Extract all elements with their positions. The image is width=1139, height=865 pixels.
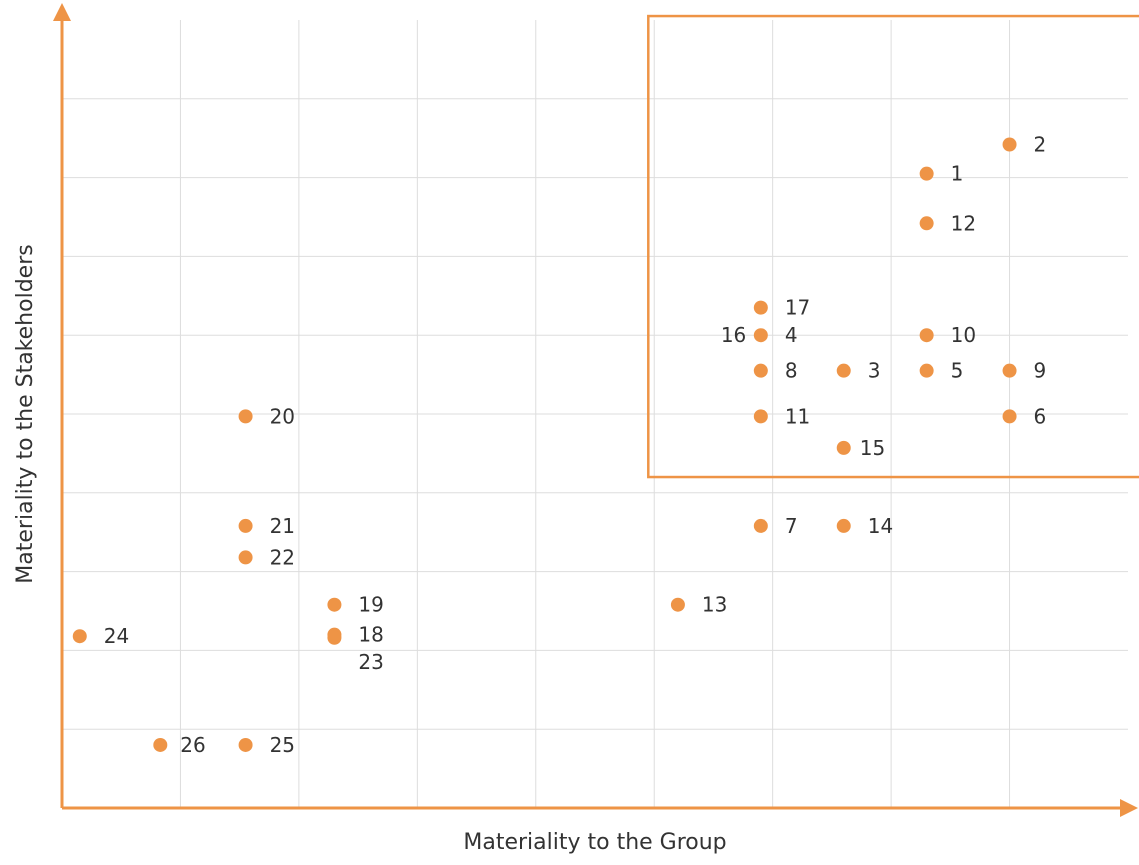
data-point-label-9: 9 bbox=[1034, 359, 1047, 383]
data-point-17 bbox=[753, 300, 768, 315]
data-point-label-6: 6 bbox=[1034, 404, 1047, 428]
y-axis-arrowhead bbox=[53, 3, 71, 21]
data-point-11 bbox=[753, 409, 768, 424]
data-point-label-26: 26 bbox=[180, 733, 205, 757]
y-axis-title: Materiality to the Stakeholders bbox=[13, 244, 38, 583]
data-point-label-5: 5 bbox=[951, 359, 964, 383]
data-point-label-7: 7 bbox=[785, 514, 798, 538]
data-point-label-8: 8 bbox=[785, 359, 798, 383]
data-point-label-16: 16 bbox=[721, 323, 746, 347]
data-point-label-4: 4 bbox=[785, 323, 798, 347]
data-point-label-23: 23 bbox=[358, 650, 383, 674]
data-point-label-11: 11 bbox=[785, 404, 810, 428]
data-point-label-18: 18 bbox=[358, 623, 383, 647]
data-point-label-10: 10 bbox=[951, 323, 976, 347]
data-point-label-1: 1 bbox=[951, 162, 964, 186]
data-point-9 bbox=[1002, 363, 1017, 378]
data-point-label-25: 25 bbox=[270, 733, 295, 757]
data-point-13 bbox=[670, 597, 685, 612]
x-axis-arrowhead bbox=[1120, 799, 1138, 817]
data-point-label-22: 22 bbox=[270, 545, 295, 569]
data-point-label-3: 3 bbox=[868, 359, 881, 383]
data-point-label-12: 12 bbox=[951, 211, 976, 235]
high-materiality-region bbox=[647, 14, 1139, 479]
data-point-6 bbox=[1002, 409, 1017, 424]
data-point-26 bbox=[153, 737, 168, 752]
data-point-label-13: 13 bbox=[702, 593, 727, 617]
data-point-2 bbox=[1002, 137, 1017, 152]
data-point-4 bbox=[753, 328, 768, 343]
data-point-label-21: 21 bbox=[270, 514, 295, 538]
data-point-1 bbox=[919, 166, 934, 181]
data-point-25 bbox=[238, 737, 253, 752]
data-point-label-20: 20 bbox=[270, 404, 295, 428]
data-point-10 bbox=[919, 328, 934, 343]
data-point-label-17: 17 bbox=[785, 296, 810, 320]
axes bbox=[53, 3, 1138, 817]
data-point-5 bbox=[919, 363, 934, 378]
data-point-7 bbox=[753, 518, 768, 533]
data-point-label-14: 14 bbox=[868, 514, 893, 538]
data-point-label-15: 15 bbox=[860, 436, 885, 460]
data-point-8 bbox=[753, 363, 768, 378]
data-point-label-19: 19 bbox=[358, 593, 383, 617]
data-point-20 bbox=[238, 409, 253, 424]
data-point-19 bbox=[327, 597, 342, 612]
data-point-24 bbox=[72, 629, 87, 644]
x-axis-title: Materiality to the Group bbox=[463, 830, 726, 855]
data-point-15 bbox=[836, 440, 851, 455]
data-point-22 bbox=[238, 550, 253, 565]
data-point-12 bbox=[919, 216, 934, 231]
grid-lines bbox=[62, 20, 1128, 808]
data-point-label-24: 24 bbox=[104, 624, 129, 648]
data-point-23 bbox=[327, 630, 342, 645]
data-point-label-2: 2 bbox=[1034, 133, 1047, 157]
data-point-14 bbox=[836, 518, 851, 533]
data-point-21 bbox=[238, 518, 253, 533]
data-point-3 bbox=[836, 363, 851, 378]
